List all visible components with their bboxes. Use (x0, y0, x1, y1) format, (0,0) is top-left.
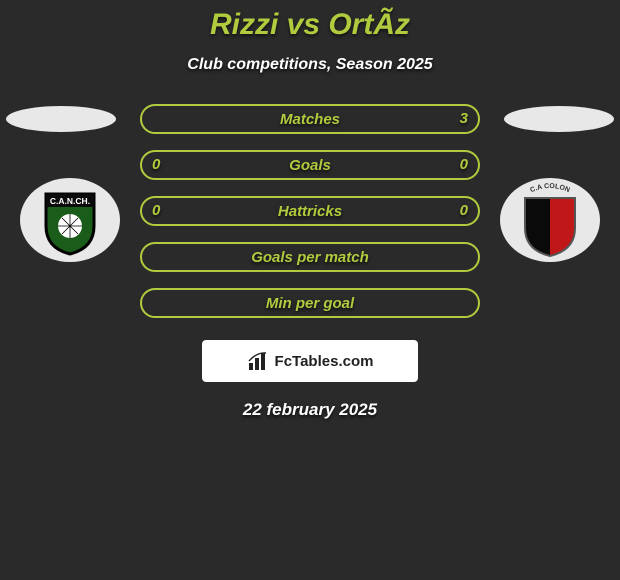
title: Rizzi vs OrtÃ­z (0, 8, 620, 42)
crest-left-svg: C.A.N.CH. (20, 178, 120, 262)
stat-right-value: 0 (460, 202, 468, 219)
svg-text:C.A.N.CH.: C.A.N.CH. (50, 196, 90, 206)
stat-row-hattricks: 0 Hattricks 0 (140, 196, 480, 226)
comparison-card: Rizzi vs OrtÃ­z Club competitions, Seaso… (0, 0, 620, 420)
site-badge-text: FcTables.com (275, 353, 374, 370)
bar-chart-icon (247, 350, 269, 372)
site-badge[interactable]: FcTables.com (202, 340, 418, 382)
crest-right-svg: C.A COLON (500, 178, 600, 262)
stat-label: Min per goal (266, 295, 354, 312)
club-crest-left: C.A.N.CH. (20, 178, 120, 262)
ellipse-left (6, 106, 116, 132)
stat-left-value: 0 (152, 156, 160, 173)
stat-label: Goals per match (251, 249, 369, 266)
stat-right-value: 3 (460, 110, 468, 127)
stat-row-min-per-goal: Min per goal (140, 288, 480, 318)
date: 22 february 2025 (0, 400, 620, 420)
stat-row-goals: 0 Goals 0 (140, 150, 480, 180)
stat-left-value: 0 (152, 202, 160, 219)
stat-right-value: 0 (460, 156, 468, 173)
ellipse-right (504, 106, 614, 132)
stat-label: Matches (280, 111, 340, 128)
subtitle: Club competitions, Season 2025 (0, 56, 620, 74)
stat-label: Goals (289, 157, 331, 174)
stat-row-matches: Matches 3 (140, 104, 480, 134)
stat-row-goals-per-match: Goals per match (140, 242, 480, 272)
club-crest-right: C.A COLON (500, 178, 600, 262)
stat-label: Hattricks (278, 203, 342, 220)
